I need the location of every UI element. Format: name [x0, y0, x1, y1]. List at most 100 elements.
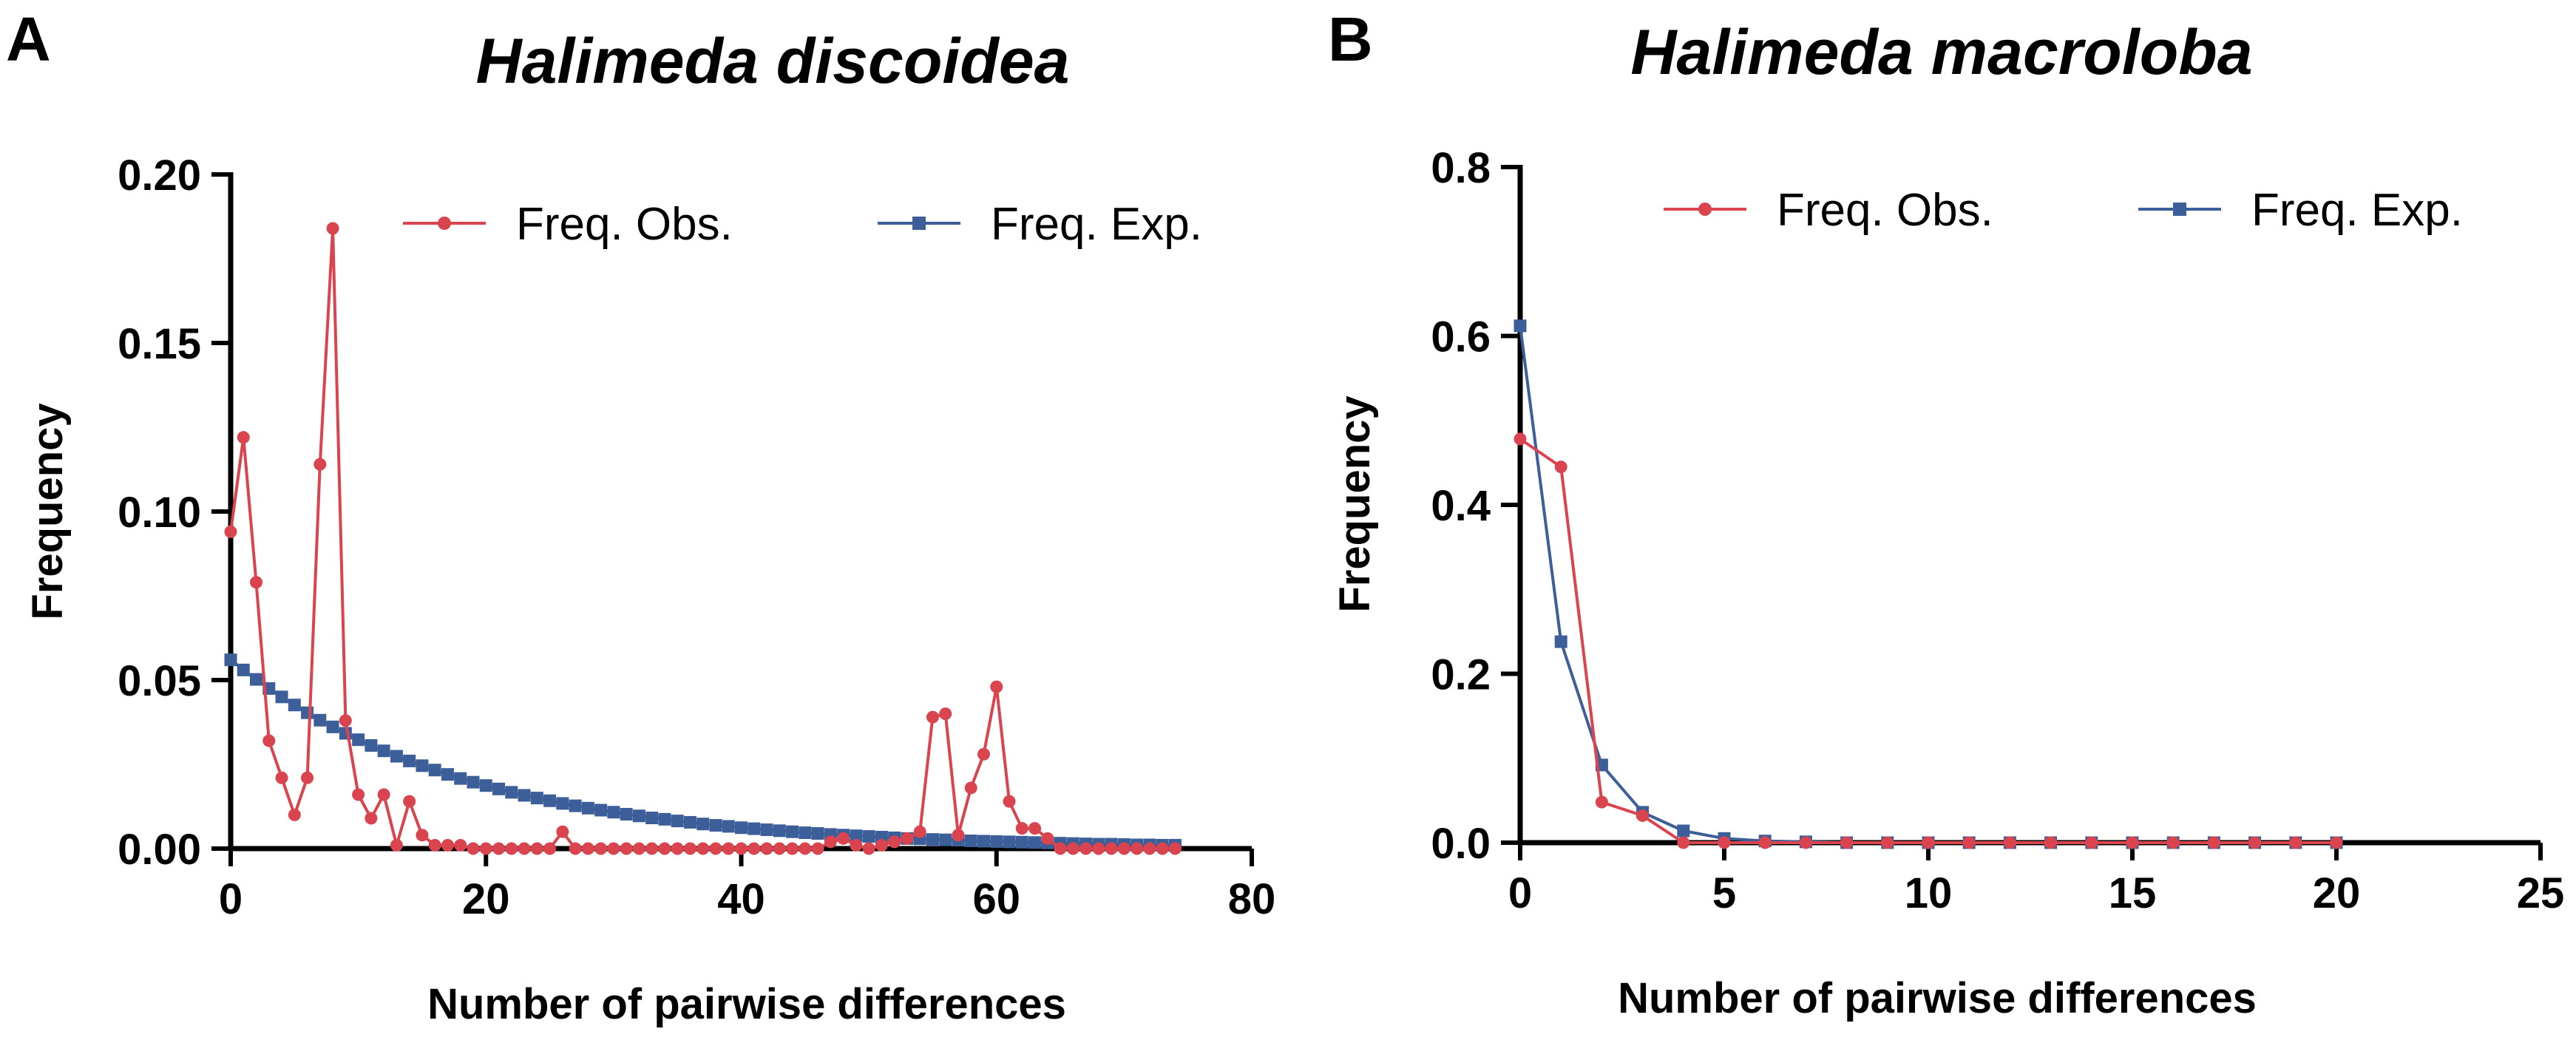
data-point	[1041, 832, 1054, 845]
data-point	[326, 720, 339, 733]
data-point	[505, 786, 518, 799]
data-point	[492, 842, 506, 855]
data-point	[530, 792, 543, 805]
y-tick-label: 0.8	[1431, 144, 1491, 192]
data-point	[441, 768, 454, 781]
legend: Freq. Obs. Freq. Exp.	[1664, 185, 2463, 236]
data-point	[454, 772, 467, 785]
data-point	[250, 576, 263, 589]
data-point	[658, 842, 671, 855]
x-axis-title: Number of pairwise differences	[427, 980, 1066, 1028]
legend-label: Freq. Exp.	[991, 199, 1202, 250]
panel-label-a: A	[6, 4, 51, 74]
x-tick-label: 0	[219, 875, 243, 923]
data-point	[390, 838, 403, 852]
series-freq-obs	[224, 222, 1182, 855]
data-point	[850, 829, 863, 843]
data-point	[313, 458, 327, 471]
y-tick-label: 0.2	[1431, 651, 1491, 699]
data-point	[594, 804, 608, 817]
data-point	[1840, 836, 1854, 849]
legend-marker	[1698, 203, 1712, 216]
data-point	[530, 842, 543, 855]
data-point	[1117, 842, 1131, 855]
data-point	[339, 714, 352, 727]
data-point	[224, 653, 237, 667]
data-point	[1028, 822, 1042, 835]
data-point	[416, 759, 429, 772]
data-point	[250, 673, 263, 686]
data-point	[1677, 824, 1690, 838]
data-point	[722, 842, 735, 855]
data-point	[709, 842, 722, 855]
data-point	[365, 738, 378, 752]
x-tick-label: 10	[1905, 869, 1953, 917]
data-point	[632, 842, 645, 855]
data-point	[428, 764, 441, 777]
data-point	[735, 821, 748, 835]
data-point	[556, 825, 569, 838]
data-point	[1092, 842, 1105, 855]
data-point	[1962, 836, 1976, 849]
data-point	[2330, 836, 2343, 849]
data-point	[2003, 836, 2016, 849]
data-point	[416, 829, 429, 842]
data-point	[1595, 795, 1608, 809]
data-point	[620, 842, 633, 855]
data-point	[786, 842, 799, 855]
y-tick-label: 0.20	[118, 152, 201, 200]
data-point	[1131, 842, 1144, 855]
data-point	[377, 744, 390, 758]
data-point	[237, 663, 250, 676]
data-point	[875, 838, 888, 852]
data-point	[2166, 836, 2180, 849]
data-point	[683, 815, 696, 829]
data-point	[2248, 836, 2262, 849]
data-point	[722, 820, 735, 833]
data-point	[990, 835, 1003, 848]
data-point	[620, 807, 633, 821]
data-point	[492, 782, 506, 795]
data-point	[671, 815, 684, 828]
data-point	[939, 707, 952, 721]
data-point	[569, 799, 582, 812]
data-point	[2044, 836, 2058, 849]
data-point	[926, 710, 939, 724]
data-point	[543, 794, 557, 807]
data-point	[1015, 835, 1028, 849]
data-point	[696, 818, 710, 831]
data-point	[479, 779, 492, 792]
x-tick-label: 40	[717, 875, 765, 923]
data-point	[1514, 319, 1527, 333]
data-point	[365, 812, 378, 825]
data-point	[645, 842, 659, 855]
data-point	[569, 842, 582, 855]
data-point	[301, 771, 314, 784]
data-point	[888, 835, 901, 849]
data-point	[913, 825, 926, 838]
data-point	[799, 842, 812, 855]
data-point	[1636, 809, 1650, 822]
data-point	[479, 842, 492, 855]
series-freq-obs	[1514, 432, 2343, 849]
x-tick-label: 25	[2517, 869, 2565, 917]
data-point	[1066, 842, 1079, 855]
data-point	[990, 680, 1003, 693]
data-point	[505, 842, 518, 855]
data-point	[352, 788, 365, 801]
data-point	[1015, 822, 1028, 835]
y-tick-label: 0.15	[118, 320, 201, 368]
data-point	[275, 690, 288, 704]
data-point	[377, 788, 390, 801]
chart-title: Halimeda macroloba	[1630, 17, 2252, 88]
data-point	[594, 842, 608, 855]
legend-label: Freq. Obs.	[516, 199, 733, 250]
data-point	[811, 842, 824, 855]
data-point	[748, 822, 761, 835]
x-tick-label: 20	[2313, 869, 2361, 917]
x-axis-title: Number of pairwise differences	[1618, 974, 2257, 1022]
data-point	[581, 842, 594, 855]
data-point	[773, 824, 786, 838]
data-point	[862, 830, 875, 843]
data-point	[862, 842, 875, 855]
